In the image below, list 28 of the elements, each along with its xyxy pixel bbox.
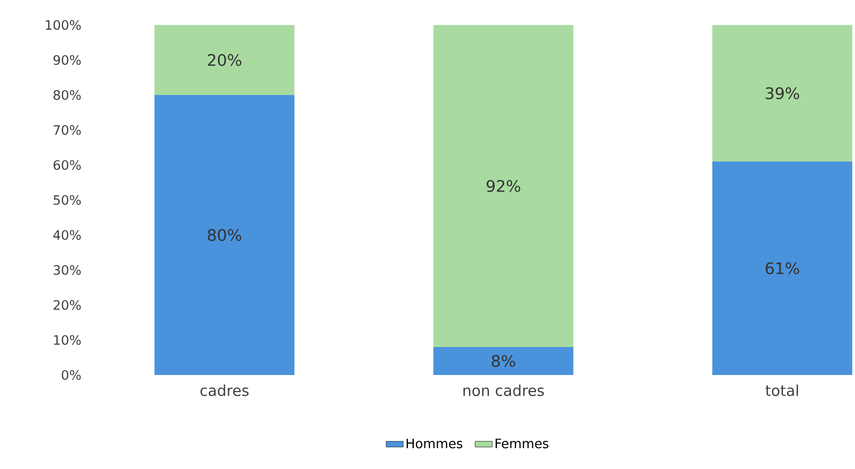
bar xyxy=(433,347,574,375)
data-label: 39% xyxy=(766,87,800,100)
y-tick-label: 30% xyxy=(54,265,81,275)
y-tick-label: 10% xyxy=(54,335,81,345)
y-tick-label: 40% xyxy=(53,230,81,240)
bar xyxy=(154,24,294,95)
x-tick-label: total xyxy=(766,384,798,396)
data-label: 92% xyxy=(486,180,520,192)
legend-label: Femmes xyxy=(496,438,548,448)
data-label: 61% xyxy=(766,262,800,274)
data-label: 80% xyxy=(208,228,242,242)
data-label: 8% xyxy=(492,354,516,368)
legend-label: Hommes xyxy=(406,438,462,448)
y-tick-label: 50% xyxy=(54,195,81,205)
bar xyxy=(712,24,852,162)
bar xyxy=(433,24,574,347)
y-tick-label: 90% xyxy=(54,55,81,65)
x-tick-label: non cadres xyxy=(463,384,544,396)
y-tick-label: 100% xyxy=(46,20,81,30)
y-tick-label: 0% xyxy=(62,370,81,380)
bar xyxy=(154,94,294,375)
y-tick-label: 60% xyxy=(54,160,81,170)
y-tick-label: 70% xyxy=(54,125,81,135)
y-tick-label: 80% xyxy=(54,90,81,100)
bar xyxy=(712,161,852,375)
y-tick-label: 20% xyxy=(54,300,81,310)
x-tick-label: cadres xyxy=(200,384,249,396)
data-label: 20% xyxy=(208,54,242,66)
